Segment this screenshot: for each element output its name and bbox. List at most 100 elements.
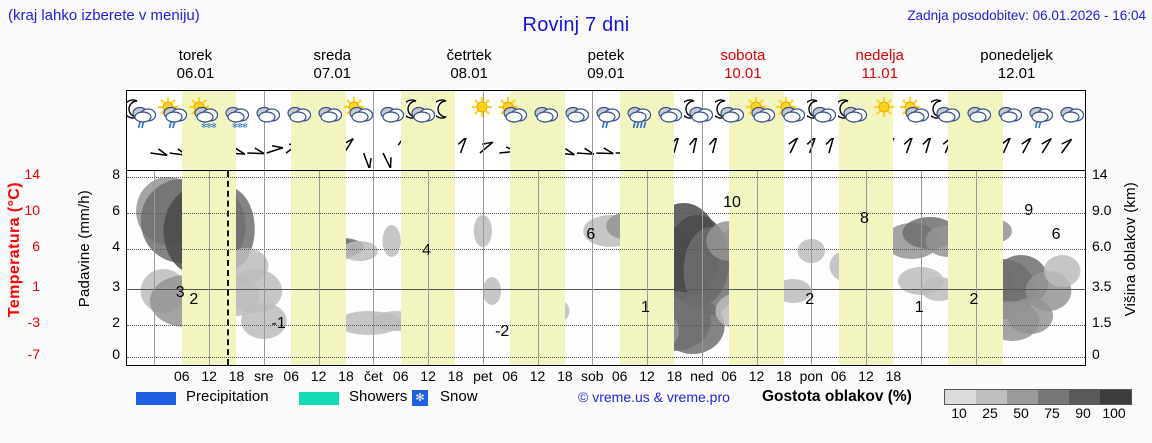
cloud-blob [382, 225, 401, 257]
cloud-icon [993, 97, 1023, 131]
gridline [482, 171, 484, 365]
wind-barb [673, 138, 679, 154]
wind-barb-feather [1021, 138, 1032, 145]
day-header-sreda: sreda 07.01 [264, 47, 401, 83]
snow-swatch: ✻ [412, 390, 428, 406]
wind-barb-feather [603, 147, 614, 155]
gridline [428, 171, 430, 365]
gridline [127, 249, 1085, 250]
daylight-band [400, 138, 456, 170]
moon-cloud-icon [930, 97, 961, 131]
moon-cloud-rain-icon [127, 97, 157, 131]
daylight-band [181, 171, 237, 365]
day-header-četrtek: četrtek 08.01 [401, 47, 538, 83]
sun-cloud-rain-icon [158, 97, 188, 131]
gridline [592, 171, 594, 365]
cloud-icon [560, 97, 590, 131]
moon-cloud-icon [807, 97, 837, 131]
temperature-label: 2 [969, 291, 979, 309]
time-tick: 12 [529, 368, 546, 384]
weather-icon-band: ✻ ✻ ✻ ✻ ✻ ✻ [126, 90, 1086, 138]
cloud-scale-number: 100 [1102, 405, 1126, 421]
temperature-label: 1 [641, 299, 650, 317]
legend-showers-label: Showers [349, 388, 408, 405]
copyright-link[interactable]: © vreme.us & vreme.pro [578, 389, 730, 405]
sun-cloud-icon [498, 97, 528, 131]
wind-barb-feather [457, 138, 467, 145]
gridline [127, 357, 1085, 358]
day-separator [263, 138, 265, 170]
daylight-band [838, 138, 894, 170]
gridline [537, 171, 539, 365]
cloud-icon [251, 97, 281, 131]
page-title: Rovinj 7 dni [522, 14, 630, 36]
temperature-label: 4 [422, 241, 431, 259]
day-date: 07.01 [313, 65, 352, 82]
wind-barb [905, 138, 913, 154]
temperature-label: -2 [495, 323, 510, 341]
wind-barb [576, 152, 594, 155]
cloud-sun-icon [343, 97, 374, 131]
day-name: sreda [313, 47, 352, 64]
precipitation-swatch [136, 392, 176, 405]
gridline [701, 171, 703, 365]
cloud-density-field [136, 177, 1081, 354]
daylight-band [291, 138, 346, 170]
daylight-band [729, 138, 784, 170]
temperature-label: -1 [271, 315, 286, 333]
wind-barb [1061, 138, 1073, 154]
cloud-icon [653, 97, 683, 131]
wind-barb [247, 152, 265, 155]
sun-cloud-icon [745, 97, 776, 131]
cloud-scale-number: 25 [982, 405, 998, 421]
cloud-scale-number: 75 [1044, 405, 1060, 421]
temperature-label: 9 [1024, 202, 1034, 219]
daylight-band [619, 171, 675, 365]
cloud-icon [375, 97, 405, 131]
legend: Precipitation Showers ✻ Snow © vreme.us … [0, 386, 1152, 426]
time-tick: 06 [173, 368, 190, 384]
sun-cloud-snow-icon: ✻ ✻ ✻ [189, 97, 219, 131]
wind-barb-feather [1001, 138, 1011, 145]
time-tick: sre [254, 368, 274, 384]
time-tick: 12 [639, 368, 655, 384]
wind-barb-feather [922, 138, 931, 146]
day-date: 12.01 [997, 65, 1036, 82]
wind-barb-feather [1061, 138, 1072, 145]
wind-barb [459, 138, 467, 154]
legend-snow-label: Snow [440, 388, 478, 405]
temperature-label: 2 [805, 291, 815, 309]
time-tick: 06 [611, 368, 628, 384]
wind-barb-band [126, 138, 1086, 170]
time-tick: 06 [502, 368, 518, 384]
wind-barb-feather [235, 147, 246, 155]
time-tick: 06 [830, 368, 847, 384]
day-separator [592, 138, 594, 170]
time-tick: 18 [338, 368, 354, 384]
day-separator [482, 138, 484, 170]
cloud-blob [341, 241, 378, 261]
wind-barb-feather [482, 141, 494, 146]
time-tick: 06 [283, 368, 299, 384]
day-separator [592, 91, 594, 138]
wind-barb [150, 152, 168, 157]
page-header: (kraj lahko izberete v meniju) Rovinj 7 … [0, 0, 1152, 36]
precipitation-axis-title: Padavine (mm/h) [76, 190, 93, 308]
time-tick: 12 [858, 368, 874, 384]
time-tick: 06 [392, 368, 409, 384]
day-date: 06.01 [176, 65, 215, 82]
sun-cloud-icon [776, 97, 806, 131]
svg-text:✻: ✻ [206, 122, 212, 130]
gridline [263, 171, 265, 365]
cloud-rain-icon [591, 97, 621, 131]
day-separator [701, 138, 703, 170]
time-tick: pon [799, 368, 823, 384]
time-tick: sob [581, 368, 604, 384]
svg-text:✻: ✻ [201, 122, 207, 130]
wind-barb [711, 138, 718, 154]
meteogram[interactable]: ✻✻✻✻✻✻ ✻✻✻✻✻✻✻✻✻✻✻✻✻✻✻✻ 32-14-2611028129… [126, 90, 1086, 366]
day-date: 09.01 [587, 65, 625, 82]
wind-barb-feather [689, 138, 697, 146]
day-separator [373, 91, 375, 138]
